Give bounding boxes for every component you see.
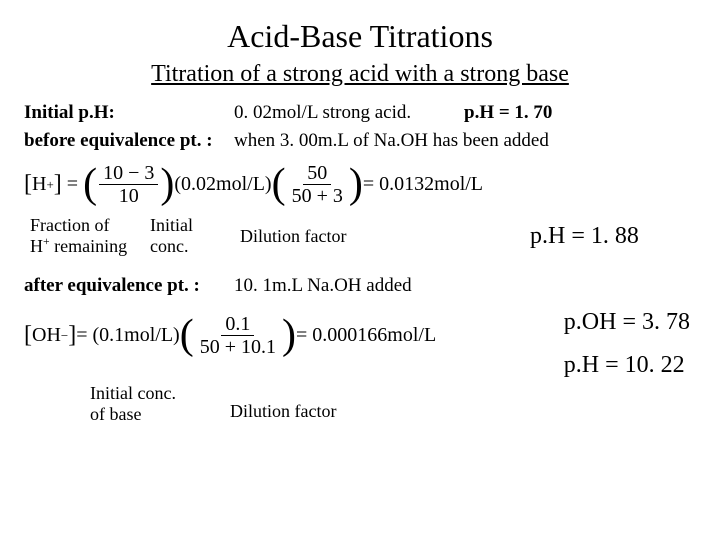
paren-close-1: ) — [160, 168, 174, 202]
ann1-remaining: remaining — [50, 236, 127, 256]
ann2-a-line2: of base — [90, 404, 220, 425]
ann1-h: H — [30, 236, 43, 256]
annotation-row-1: Fraction of H+ remaining Initial conc. D… — [30, 215, 720, 257]
paren-open-3: ( — [180, 319, 194, 353]
eq2-frac-den: 50 + 10.1 — [196, 336, 280, 358]
page-subtitle: Titration of a strong acid with a strong… — [0, 61, 720, 88]
result-ph-1: p.H = 1. 88 — [530, 223, 639, 250]
ann2-initial-conc: Initial conc. of base — [90, 383, 220, 425]
equals: = — [62, 173, 83, 196]
before-value: when 3. 00m.L of Na.OH has been added — [234, 130, 549, 152]
ann1-initial-conc: Initial conc. — [150, 215, 220, 257]
paren-close-2: ) — [349, 168, 363, 202]
eq2-species: OH — [32, 324, 61, 347]
eq1-frac2-num: 50 — [303, 162, 331, 185]
eq1-frac2-den: 50 + 3 — [288, 185, 347, 207]
before-row: before equivalence pt. : when 3. 00m.L o… — [24, 130, 720, 152]
bracket-close-2: ] — [68, 322, 76, 349]
annotation-row-2: Initial conc. of base Dilution factor — [90, 383, 720, 425]
initial-label: Initial p.H: — [24, 102, 234, 124]
ann1-a-line2: H+ remaining — [30, 236, 150, 257]
paren-close-3: ) — [282, 319, 296, 353]
ann1-b-line2: conc. — [150, 236, 220, 257]
after-value: 10. 1m.L Na.OH added — [234, 275, 412, 297]
bracket-open-2: [ — [24, 322, 32, 349]
eq1-frac2: 50 50 + 3 — [288, 162, 347, 207]
bracket-close: ] — [54, 171, 62, 198]
ann2-dilution: Dilution factor — [220, 387, 410, 422]
equation-2: [OH−] = (0.1mol/L) ( 0.1 50 + 10.1 ) = 0… — [24, 313, 436, 358]
eq2-frac: 0.1 50 + 10.1 — [196, 313, 280, 358]
paren-open-1: ( — [83, 168, 97, 202]
before-label: before equivalence pt. : — [24, 130, 234, 152]
bracket-open: [ — [24, 171, 32, 198]
eq1-mid: (0.02mol/L) — [174, 173, 271, 196]
eq1-species: H — [32, 173, 46, 196]
ann1-dilution: Dilution factor — [220, 226, 420, 247]
eq1-frac1: 10 − 3 10 — [99, 162, 158, 207]
eq1-frac1-den: 10 — [115, 185, 143, 207]
ann2-a-line1: Initial conc. — [90, 383, 220, 404]
result-ph-2: p.H = 10. 22 — [564, 352, 690, 379]
ann1-fraction: Fraction of H+ remaining — [30, 215, 150, 257]
after-row: after equivalence pt. : 10. 1m.L Na.OH a… — [24, 275, 720, 297]
eq1-frac1-num: 10 − 3 — [99, 162, 158, 185]
eq2-frac-num: 0.1 — [221, 313, 254, 336]
paren-open-2: ( — [272, 168, 286, 202]
page-title: Acid-Base Titrations — [0, 18, 720, 55]
ann1-a-line1: Fraction of — [30, 215, 150, 236]
initial-result: p.H = 1. 70 — [464, 102, 552, 124]
eq2-rhs: = 0.000166mol/L — [296, 324, 436, 347]
after-label: after equivalence pt. : — [24, 275, 234, 297]
ann1-b-line1: Initial — [150, 215, 220, 236]
result-poh: p.OH = 3. 78 — [564, 309, 690, 336]
equation-1: [H+] = ( 10 − 3 10 ) (0.02mol/L) ( 50 50… — [24, 162, 720, 207]
eq1-rhs: = 0.0132mol/L — [363, 173, 483, 196]
eq2-mid: = (0.1mol/L) — [76, 324, 180, 347]
initial-value: 0. 02mol/L strong acid. — [234, 102, 464, 124]
plus-icon: + — [43, 235, 50, 248]
initial-row: Initial p.H: 0. 02mol/L strong acid. p.H… — [24, 102, 720, 124]
